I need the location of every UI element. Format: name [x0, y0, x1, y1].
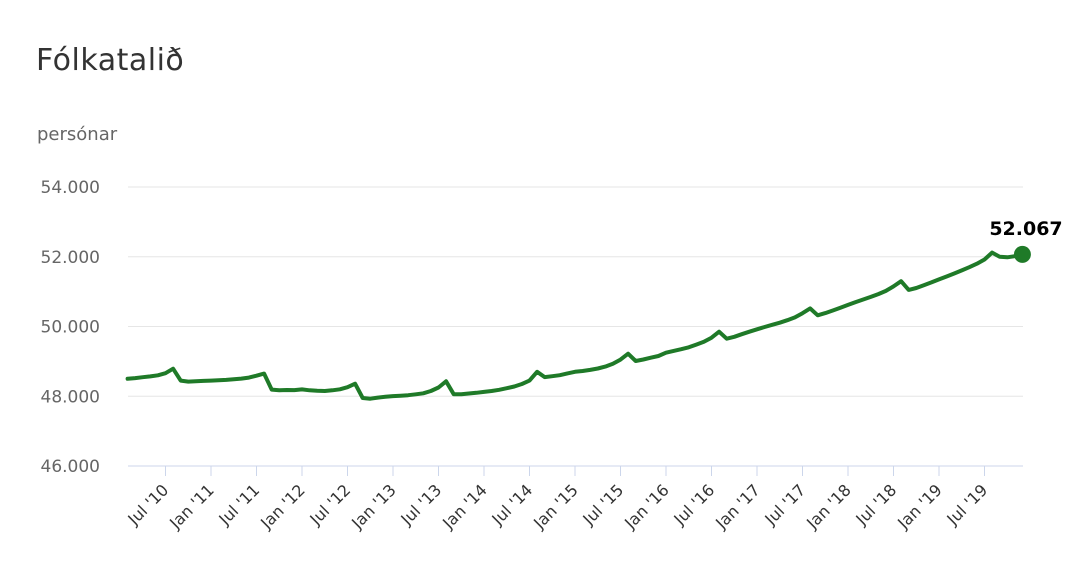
last-point-data-label: 52.067: [989, 218, 1063, 240]
y-axis-tick-label: 50.000: [41, 318, 100, 338]
x-axis-tick-label: Jul '15: [578, 480, 627, 529]
x-axis-tick-label: Jan '14: [438, 480, 491, 533]
x-axis-tick-label: Jul '14: [487, 480, 536, 529]
x-axis-tick-label: Jan '16: [620, 480, 673, 533]
y-axis-tick-label: 48.000: [41, 387, 100, 407]
x-axis-tick-label: Jan '18: [802, 480, 855, 533]
last-point-marker[interactable]: [1013, 245, 1031, 263]
x-axis-tick-label: Jul '12: [305, 480, 354, 529]
y-axis-tick-label: 46.000: [41, 457, 100, 477]
chart-title: Fólkatalið: [36, 43, 185, 78]
y-axis-tick-label: 54.000: [41, 178, 100, 198]
x-axis-tick-label: Jul '13: [396, 480, 445, 529]
x-axis-tick-label: Jan '17: [711, 480, 764, 533]
x-axis-tick-label: Jul '11: [214, 480, 263, 529]
x-axis-tick-label: Jan '12: [256, 480, 309, 533]
x-axis-tick-label: Jan '13: [347, 480, 400, 533]
x-axis-tick-label: Jul '16: [669, 480, 718, 529]
y-axis-unit-label: persónar: [37, 124, 118, 145]
population-series-line[interactable]: [125, 250, 1025, 401]
x-axis-tick-label: Jul '19: [942, 480, 991, 529]
x-axis-tick-label: Jan '15: [529, 480, 582, 533]
x-axis-tick-label: Jul '10: [123, 480, 172, 529]
x-axis-tick-label: Jul '17: [760, 480, 809, 529]
x-axis-tick-label: Jul '18: [851, 480, 900, 529]
x-axis-tick-label: Jan '11: [165, 480, 218, 533]
x-axis-tick-label: Jan '19: [893, 480, 946, 533]
y-axis-tick-label: 52.000: [41, 248, 100, 268]
